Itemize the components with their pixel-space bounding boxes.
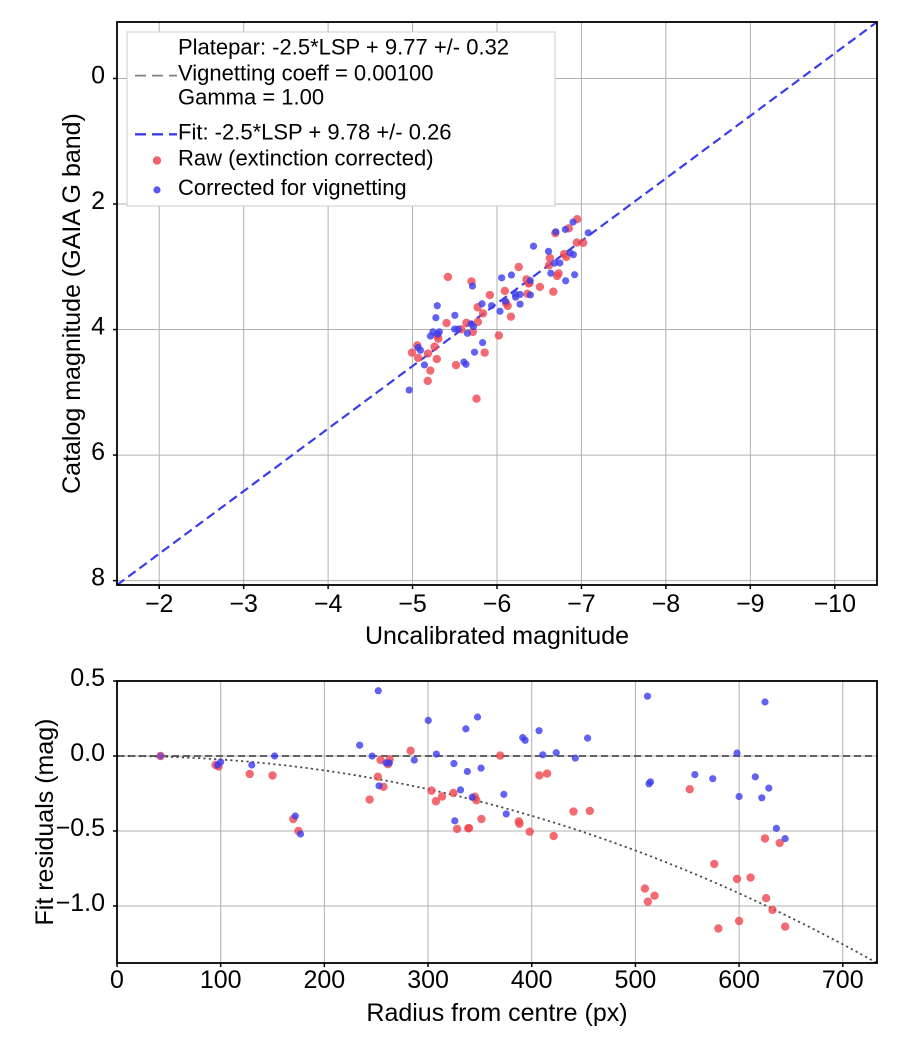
svg-text:0.0: 0.0	[70, 739, 105, 767]
svg-text:−10: −10	[814, 590, 856, 618]
svg-text:Raw (extinction corrected): Raw (extinction corrected)	[178, 146, 434, 171]
svg-text:−3: −3	[229, 590, 258, 618]
svg-text:0: 0	[110, 966, 124, 994]
svg-text:Corrected for vignetting: Corrected for vignetting	[178, 175, 407, 200]
svg-text:200: 200	[304, 966, 346, 994]
svg-text:Fit residuals (mag): Fit residuals (mag)	[31, 719, 59, 926]
svg-text:−2: −2	[145, 590, 174, 618]
svg-text:Platepar: -2.5*LSP + 9.77 +/-: Platepar: -2.5*LSP + 9.77 +/- 0.32	[178, 34, 509, 59]
svg-text:600: 600	[718, 966, 760, 994]
svg-text:8: 8	[91, 564, 105, 592]
svg-text:Uncalibrated magnitude: Uncalibrated magnitude	[365, 622, 629, 650]
svg-text:Catalog magnitude (GAIA G band: Catalog magnitude (GAIA G band)	[58, 113, 86, 494]
svg-text:Vignetting coeff = 0.00100: Vignetting coeff = 0.00100	[178, 61, 433, 86]
svg-text:700: 700	[822, 966, 864, 994]
svg-text:400: 400	[511, 966, 553, 994]
svg-text:4: 4	[91, 313, 105, 341]
svg-text:Fit: -2.5*LSP + 9.78 +/- 0.26: Fit: -2.5*LSP + 9.78 +/- 0.26	[178, 119, 452, 144]
svg-text:100: 100	[200, 966, 242, 994]
svg-text:Gamma = 1.00: Gamma = 1.00	[178, 84, 324, 109]
svg-text:Radius from centre (px): Radius from centre (px)	[366, 999, 627, 1027]
svg-text:0.5: 0.5	[70, 664, 105, 692]
svg-text:0: 0	[91, 61, 105, 89]
svg-text:−6: −6	[483, 590, 512, 618]
svg-text:−1.0: −1.0	[56, 889, 105, 917]
svg-text:6: 6	[91, 438, 105, 466]
svg-text:−0.5: −0.5	[56, 814, 105, 842]
svg-text:300: 300	[407, 966, 449, 994]
svg-text:2: 2	[91, 187, 105, 215]
svg-text:−7: −7	[567, 590, 596, 618]
svg-text:−5: −5	[398, 590, 427, 618]
svg-text:500: 500	[615, 966, 657, 994]
svg-text:−8: −8	[652, 590, 681, 618]
svg-text:−4: −4	[314, 590, 343, 618]
svg-text:−9: −9	[736, 590, 765, 618]
